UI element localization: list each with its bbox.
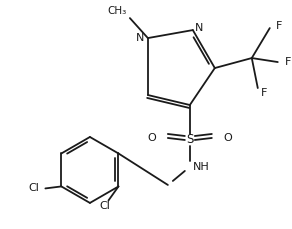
Text: F: F bbox=[261, 88, 267, 98]
Text: O: O bbox=[147, 133, 156, 143]
Text: S: S bbox=[186, 134, 194, 147]
Text: N: N bbox=[135, 33, 144, 43]
Text: NH: NH bbox=[193, 162, 210, 172]
Text: Cl: Cl bbox=[99, 202, 110, 211]
Text: F: F bbox=[276, 21, 282, 31]
Text: Cl: Cl bbox=[29, 183, 39, 194]
Text: N: N bbox=[195, 23, 203, 33]
Text: CH₃: CH₃ bbox=[108, 6, 127, 16]
Text: O: O bbox=[224, 133, 232, 143]
Text: F: F bbox=[285, 57, 291, 67]
